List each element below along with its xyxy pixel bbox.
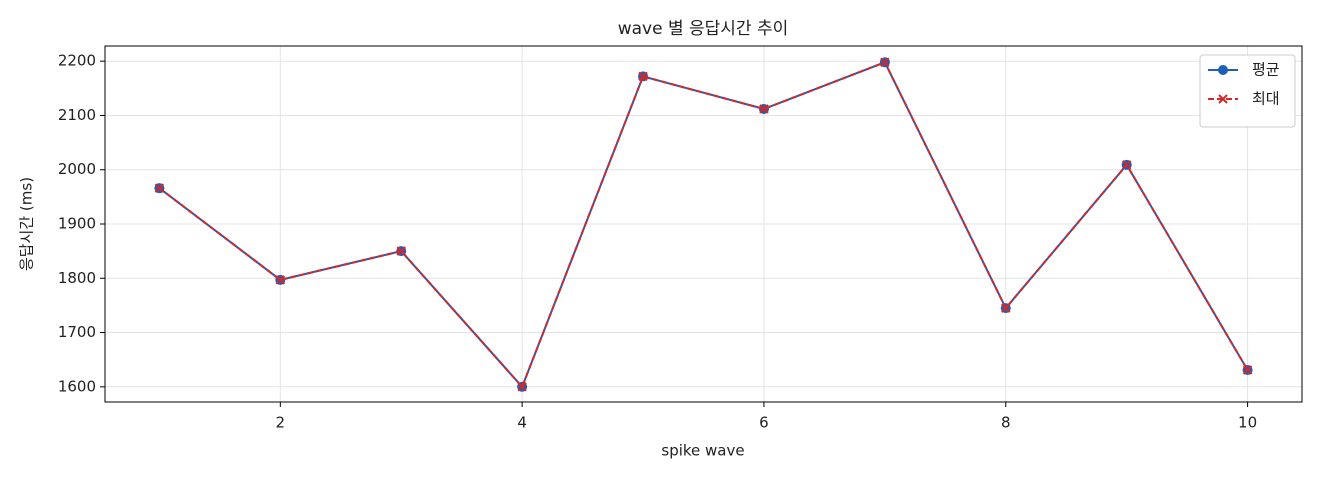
x-tick-label: 6 xyxy=(759,414,769,432)
point xyxy=(880,57,890,67)
point xyxy=(1242,365,1253,375)
y-tick-label: 1600 xyxy=(58,377,96,395)
x-tick-label: 2 xyxy=(276,414,286,432)
chart-title: wave 별 응답시간 추이 xyxy=(618,19,789,39)
legend-label: 최대 xyxy=(1252,90,1280,108)
legend-label: 평균 xyxy=(1252,61,1280,79)
y-tick-label: 2100 xyxy=(58,106,96,124)
point xyxy=(1001,303,1011,313)
x-tick-label: 10 xyxy=(1238,414,1257,432)
x-tick-label: 8 xyxy=(1001,414,1011,432)
y-tick-label: 1900 xyxy=(58,215,96,233)
x-tick-label: 4 xyxy=(517,414,527,432)
y-tick-label: 1700 xyxy=(58,323,96,341)
point xyxy=(154,183,165,193)
point xyxy=(517,382,527,392)
x-axis-label: spike wave xyxy=(661,442,744,460)
point xyxy=(1121,160,1132,170)
point xyxy=(638,71,648,82)
point xyxy=(275,275,286,285)
point xyxy=(759,104,769,114)
y-axis-label: 응답시간 (ms) xyxy=(18,177,36,271)
plot-frame xyxy=(104,45,1303,403)
y-tick-label: 2200 xyxy=(58,52,96,70)
legend-marker xyxy=(1218,94,1228,104)
line xyxy=(158,61,1249,389)
legend-box xyxy=(1199,54,1296,128)
y-tick-label: 2000 xyxy=(58,160,96,178)
point xyxy=(396,246,406,256)
y-tick-label: 1800 xyxy=(58,269,96,287)
line xyxy=(158,61,1249,389)
legend-marker xyxy=(1218,65,1228,75)
